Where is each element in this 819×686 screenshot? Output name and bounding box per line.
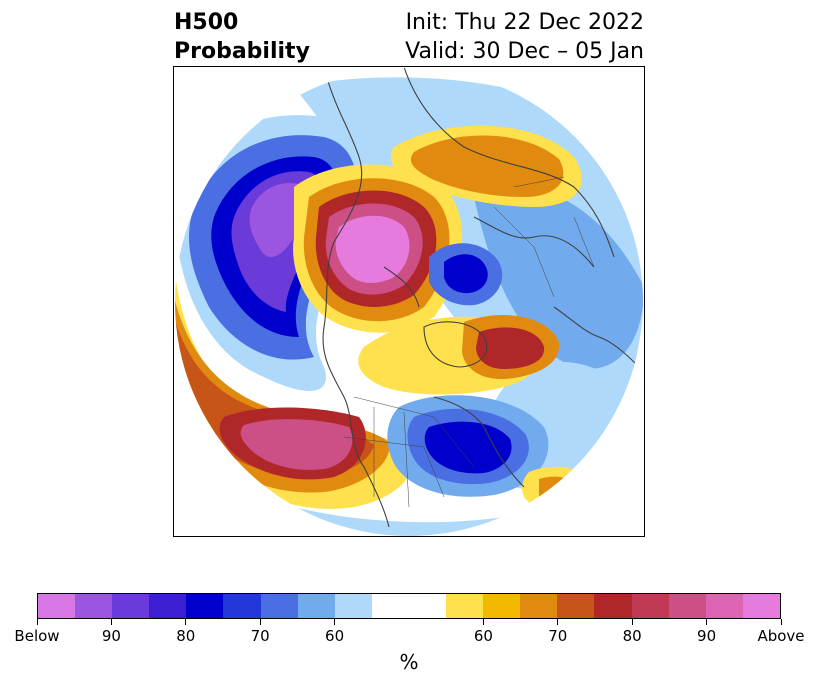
borders [343,176,595,508]
colorbar-tick-label: Above [757,627,805,645]
colorbar-tick-label: 70 [548,627,568,645]
colorbar-tick-label: 60 [325,627,345,645]
coastlines [322,68,640,528]
colorbar-segment [149,594,187,618]
colorbar-segment [371,594,409,618]
valid-date: Valid: 30 Dec – 05 Jan [405,39,644,64]
colorbar-tick-label: 90 [697,627,717,645]
colorbar-segment [75,594,113,618]
colorbar [37,593,781,619]
colorbar-segment [38,594,76,618]
colorbar-segment [186,594,224,618]
colorbar-tick [482,619,484,625]
colorbar-segment [631,594,669,618]
colorbar-segment [260,594,298,618]
colorbar-tick [631,619,633,625]
colorbar-segment [742,594,780,618]
init-date: Init: Thu 22 Dec 2022 [405,10,644,35]
colorbar-tick-label: 70 [250,627,270,645]
colorbar-tick [780,619,782,625]
colorbar-tick [185,619,187,625]
colorbar-tick [36,619,38,625]
colorbar-tick-label: 90 [101,627,121,645]
colorbar-units: % [399,650,419,674]
date-info: Init: Thu 22 Dec 2022 Valid: 30 Dec – 05… [405,8,644,66]
colorbar-tick-label: 80 [176,627,196,645]
colorbar-tick [259,619,261,625]
chart-title: H500 Probability [174,8,310,66]
colorbar-tick-label: Below [14,627,60,645]
colorbar-tick [706,619,708,625]
probability-map [173,66,645,537]
anomaly-fields [175,68,643,536]
colorbar-segment [483,594,521,618]
colorbar-segment [594,594,632,618]
colorbar-segment [705,594,743,618]
title-line-2: Probability [174,39,310,64]
map-svg [175,68,643,536]
colorbar-segment [334,594,372,618]
colorbar-segment [557,594,595,618]
colorbar-segment [520,594,558,618]
colorbar-tick [557,619,559,625]
colorbar-tick [334,619,336,625]
colorbar-tick-label: 60 [473,627,493,645]
colorbar-segment [297,594,335,618]
colorbar-tick-label: 80 [622,627,642,645]
colorbar-tick [110,619,112,625]
colorbar-segment [668,594,706,618]
title-line-1: H500 [174,10,239,35]
colorbar-segment [446,594,484,618]
colorbar-segment [408,594,447,618]
colorbar-segment [223,594,261,618]
colorbar-segment [112,594,150,618]
